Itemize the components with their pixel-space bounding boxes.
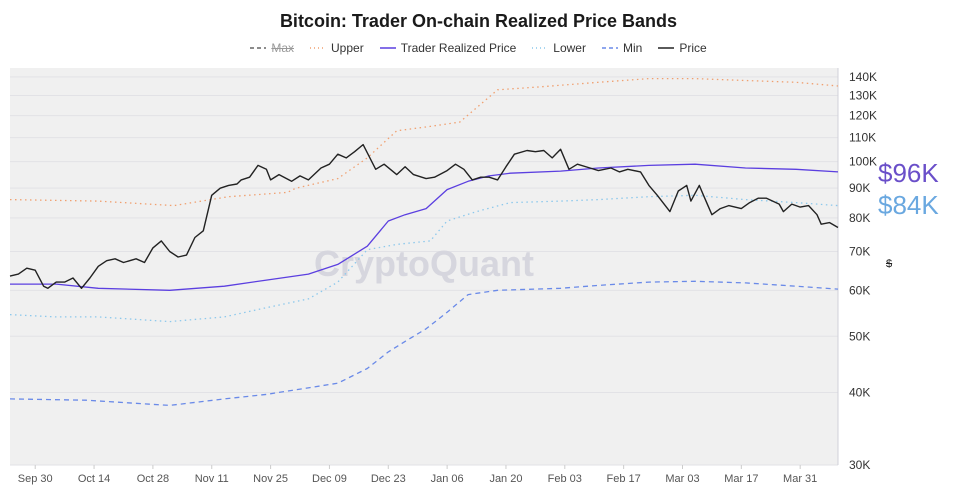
legend-label-min: Min (622, 41, 643, 55)
y-tick-label: 70K (849, 244, 870, 258)
y-axis: 30K 40K 50K 60K 70K 80K 90K 100K 110K 120K 130K 140… (849, 70, 877, 472)
series-line-upper (9, 77, 839, 207)
legend-swatch-lower (532, 47, 549, 49)
y-tick-label: 130K (849, 89, 877, 103)
x-tick-label: Mar 31 (783, 473, 817, 485)
legend-swatch-min (601, 47, 618, 49)
legend-label-lower: Lower (553, 41, 586, 55)
chart-title: Bitcoin: Trader On-chain Realized Price … (279, 11, 678, 31)
plot-background (10, 68, 838, 465)
y-tick-label: 100K (849, 155, 877, 169)
y-tick-label: 90K (849, 181, 870, 195)
series-line-trader-realized-price (10, 163, 839, 291)
legend-label-price: Price (679, 41, 707, 55)
x-tick-label: Oct 14 (78, 473, 110, 485)
x-tick-label: Nov 25 (253, 473, 288, 485)
legend-swatch-trader-realized-price (379, 47, 396, 49)
series-line-min (9, 280, 839, 407)
y-tick-label: 140K (849, 70, 877, 84)
current-trader-realized-price-label: $96K (878, 158, 939, 188)
legend-label-upper: Upper (331, 41, 364, 55)
series-line-price (9, 143, 839, 289)
y-axis-title: $ (886, 258, 893, 270)
x-tick-label: Mar 17 (724, 473, 758, 485)
y-tick-label: 80K (849, 211, 870, 225)
x-tick-label: Oct 28 (137, 473, 169, 485)
legend-item-trader-realized-price[interactable]: Trader Realized Price (379, 41, 517, 55)
legend-label-max: Max (271, 41, 294, 55)
series-group (9, 77, 839, 407)
legend-item-lower[interactable]: Lower (532, 41, 586, 55)
x-tick-label: Dec 09 (312, 473, 347, 485)
x-tick-label: Jan 06 (431, 473, 464, 485)
x-tick-label: Mar 03 (665, 473, 699, 485)
legend-item-upper[interactable]: Upper (310, 41, 364, 55)
x-tick-label: Nov 11 (195, 473, 229, 485)
y-tick-label: 110K (849, 131, 876, 145)
legend: Max Upper Trader Realized Price Lower Mi… (0, 41, 957, 55)
x-tick-label: Sep 30 (18, 473, 53, 485)
x-axis: Sep 30 Oct 14 Oct 28 Nov 11 Nov 25 Dec 09 Dec … (18, 465, 817, 485)
x-tick-label: Dec 23 (371, 473, 406, 485)
legend-swatch-max (250, 47, 267, 49)
x-tick-label: Feb 17 (607, 473, 641, 485)
x-tick-label: Feb 03 (548, 473, 582, 485)
watermark: CryptoQuant (314, 243, 534, 284)
legend-item-price[interactable]: Price (658, 41, 707, 55)
legend-item-max[interactable]: Max (250, 41, 294, 55)
x-tick-label: Jan 20 (489, 473, 522, 485)
y-tick-label: 60K (849, 283, 870, 297)
current-lower-label: $84K (878, 190, 939, 220)
legend-swatch-upper (310, 47, 326, 49)
y-tick-label: 40K (849, 386, 870, 400)
legend-item-min[interactable]: Min (601, 41, 643, 55)
legend-swatch-price (658, 47, 675, 49)
y-tick-label: 120K (849, 109, 877, 123)
y-tick-label: 50K (849, 329, 870, 343)
y-tick-label: 30K (849, 458, 870, 472)
legend-label-trader-realized-price: Trader Realized Price (400, 41, 517, 55)
